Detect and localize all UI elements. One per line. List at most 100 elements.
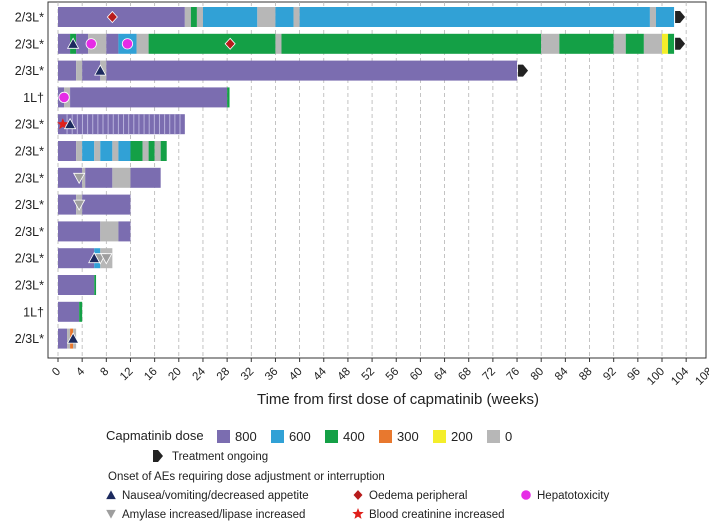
row-label: 2/3L* (15, 279, 44, 293)
legend-marker-nausea (104, 488, 118, 500)
legend-ae-label: Oedema peripheral (369, 490, 467, 502)
row-label: 2/3L* (15, 198, 44, 212)
legend-swatch-800 (217, 430, 230, 443)
bar-segment-800 (82, 194, 131, 215)
bar-segment-800 (82, 60, 101, 81)
bar-segment-0 (112, 141, 119, 161)
legend: Capmatinib dose 800 600 400 300 200 0 Treatment… (104, 428, 609, 521)
row-label: 2/3L* (15, 64, 44, 78)
x-tick-label: 100 (645, 366, 667, 388)
bar-segment-0 (76, 60, 83, 81)
event-marker-hepatotoxicity (85, 38, 97, 50)
x-tick-label: 60 (408, 366, 426, 384)
bar-segment-800 (58, 275, 95, 295)
event-marker-amylase (72, 172, 86, 185)
bar-segment-600 (118, 141, 131, 161)
bar-segment-600 (82, 141, 95, 161)
bar-segment-800 (106, 33, 119, 54)
bar-segment-0 (257, 7, 276, 27)
bar-segment-0 (112, 167, 131, 188)
bar-segment-800 (118, 221, 131, 242)
bar-segment-0 (541, 33, 560, 54)
bar-segment-800 (58, 328, 68, 349)
x-tick-label: 48 (336, 366, 354, 384)
bar-segment-800 (58, 167, 83, 188)
x-tick-label: 16 (142, 366, 160, 384)
row-labels: 2/3L* 2/3L* 2/3L* 1L† 2/3L* 2/3L* 2/3L* 2/3L* 2/… (15, 11, 44, 347)
x-tick-label: 76 (505, 366, 523, 384)
x-tick-label: 20 (166, 366, 184, 384)
legend-ongoing-arrow (153, 450, 163, 462)
bar-segment-800 (58, 141, 77, 161)
legend-marker-oedema (352, 488, 364, 502)
bar-segment-400 (668, 33, 675, 54)
legend-dose-title: Capmatinib dose (106, 428, 204, 443)
bar-segment-400 (190, 7, 197, 27)
event-marker-nausea (66, 37, 80, 49)
bar-segment-0 (76, 141, 83, 161)
x-tick-label: 52 (360, 366, 378, 384)
patient-row (58, 114, 185, 135)
patient-row (58, 301, 83, 322)
bar-segment-800 (58, 60, 77, 81)
bar-segment-0 (82, 167, 86, 188)
x-tick-label: 4 (74, 365, 87, 378)
bar-segment-0 (293, 7, 300, 27)
legend-marker-creatinine (352, 508, 364, 519)
legend-ongoing-label: Treatment ongoing (172, 451, 268, 463)
event-marker-oedema (224, 37, 236, 50)
bar-segment-0 (184, 7, 191, 27)
legend-dose-label: 800 (235, 429, 257, 444)
bar-segment-800 (130, 167, 161, 188)
row-label: 2/3L* (15, 225, 44, 239)
x-tick-label: 96 (625, 366, 643, 384)
legend-swatch-300 (379, 430, 392, 443)
bar-segment-0 (67, 328, 71, 349)
bar-segment-0 (649, 7, 656, 27)
row-label: 1L† (23, 305, 44, 319)
row-label: 2/3L* (15, 252, 44, 266)
x-tick-label: 12 (118, 366, 136, 384)
legend-dose-label: 300 (397, 429, 419, 444)
bar-segment-0 (196, 7, 203, 27)
x-tick-label: 80 (529, 366, 547, 384)
bar-segment-600 (202, 7, 258, 27)
bar-segment-600 (655, 7, 675, 27)
row-label: 2/3L* (15, 11, 44, 25)
legend-swatch-200 (433, 430, 446, 443)
treatment-ongoing-arrow (518, 64, 529, 77)
x-tick-label: 64 (432, 365, 450, 383)
row-label: 2/3L* (15, 37, 44, 51)
patient-bars (58, 7, 686, 349)
row-label: 2/3L* (15, 171, 44, 185)
bar-segment-400 (148, 141, 155, 161)
legend-ae-label: Nausea/vomiting/decreased appetite (122, 490, 309, 502)
x-tick-label: 40 (287, 366, 305, 384)
bar-segment-0 (275, 33, 282, 54)
bar-segment-800 (106, 60, 518, 81)
bar-segment-800 (58, 7, 185, 27)
x-tick-label: 24 (191, 365, 209, 383)
bar-segment-400 (625, 33, 644, 54)
patient-row (58, 194, 131, 215)
row-label: 2/3L* (15, 145, 44, 159)
event-marker-amylase (72, 199, 86, 211)
row-label: 2/3L* (15, 332, 44, 346)
x-axis-title: Time from first dose of capmatinib (week… (257, 391, 539, 408)
bar-segment-800 (58, 114, 185, 135)
legend-ae-title: Onset of AEs requiring dose adjustment o… (108, 471, 385, 483)
bar-segment-400 (227, 87, 230, 108)
bar-segment-200 (662, 33, 669, 54)
x-tick-label: 104 (669, 365, 691, 387)
bar-segment-400 (148, 33, 276, 54)
event-marker-nausea (63, 117, 77, 130)
patient-row (58, 33, 686, 54)
bar-segment-0 (643, 33, 662, 54)
bar-segment-800 (58, 33, 71, 54)
x-tick-label: 56 (384, 366, 402, 384)
legend-marker-amylase (104, 509, 118, 521)
event-marker-nausea (94, 64, 107, 76)
x-tick-label: 36 (263, 366, 281, 384)
legend-ae-label: Amylase increased/lipase increased (122, 509, 305, 521)
